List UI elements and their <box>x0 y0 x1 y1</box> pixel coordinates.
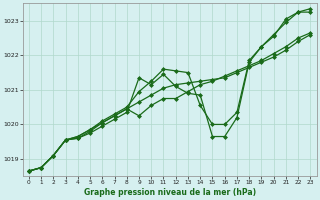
X-axis label: Graphe pression niveau de la mer (hPa): Graphe pression niveau de la mer (hPa) <box>84 188 256 197</box>
